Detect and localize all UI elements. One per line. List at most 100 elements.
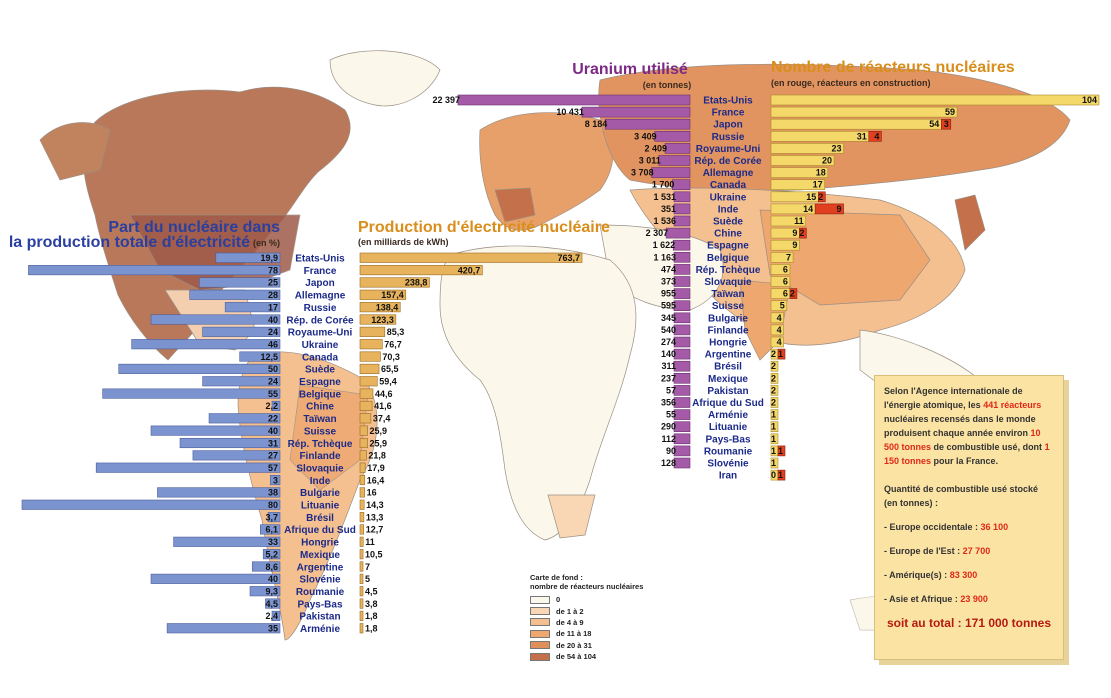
production-value: 7 bbox=[365, 562, 370, 572]
reactor-bar bbox=[770, 252, 794, 263]
share-bar bbox=[173, 536, 281, 547]
country-label: Slovénie bbox=[299, 575, 341, 586]
reactors-subtitle: (en rouge, réacteurs en construction) bbox=[771, 78, 931, 88]
uranium-bar bbox=[673, 348, 691, 360]
country-label: Suisse bbox=[712, 301, 745, 312]
stock-asia-africa-label: - Asie et Afrique : bbox=[884, 594, 958, 604]
reactor-value: 9 bbox=[792, 240, 797, 250]
uranium-value: 356 bbox=[661, 398, 676, 408]
share-bar bbox=[239, 351, 281, 362]
uranium-bar bbox=[673, 276, 691, 287]
uranium-bar bbox=[673, 445, 691, 457]
uranium-value: 290 bbox=[661, 422, 676, 432]
share-value: 19,9 bbox=[260, 253, 278, 263]
uranium-value: 540 bbox=[661, 325, 676, 335]
production-value: 21,8 bbox=[368, 451, 386, 461]
production-bar bbox=[359, 598, 364, 609]
production-value: 17,9 bbox=[367, 463, 385, 473]
country-label: Rép. de Corée bbox=[286, 315, 354, 326]
uranium-value: 8 184 bbox=[585, 119, 608, 129]
uranium-value: 55 bbox=[666, 410, 676, 420]
share-value: 25 bbox=[268, 278, 278, 288]
info-fuel-total: 10 500 tonnes bbox=[884, 428, 1041, 452]
share-value: 24 bbox=[268, 377, 278, 387]
country-label: Pakistan bbox=[299, 612, 340, 623]
production-bar bbox=[359, 252, 583, 263]
reactor-value: 1 bbox=[771, 458, 776, 468]
share-value: 50 bbox=[268, 364, 278, 374]
legend-label: 0 bbox=[556, 595, 561, 605]
uranium-bar bbox=[673, 433, 691, 445]
legend-swatch bbox=[530, 641, 550, 650]
country-label: Suisse bbox=[304, 426, 337, 437]
country-label: Allemagne bbox=[703, 168, 754, 179]
uranium-bar bbox=[673, 324, 691, 336]
construction-value: 1 bbox=[778, 349, 783, 359]
uranium-bar bbox=[673, 215, 691, 227]
production-value: 14,3 bbox=[366, 500, 384, 510]
uranium-subtitle: (en tonnes) bbox=[643, 80, 692, 90]
country-label: Etats-Unis bbox=[703, 96, 753, 107]
share-bar bbox=[265, 598, 281, 609]
share-value: 12,5 bbox=[260, 352, 278, 362]
uranium-value: 345 bbox=[661, 313, 676, 323]
reactor-value: 7 bbox=[786, 252, 791, 262]
stock-americas: - Amérique(s) : 83 300 bbox=[884, 568, 1054, 582]
legend-item: de 1 à 2 bbox=[530, 605, 660, 616]
share-bar bbox=[150, 425, 281, 436]
production-value: 13,3 bbox=[366, 512, 384, 522]
production-value: 65,5 bbox=[381, 364, 399, 374]
production-value: 3,8 bbox=[365, 599, 378, 609]
stock-europe-west-value: 36 100 bbox=[980, 522, 1009, 532]
share-bar bbox=[28, 265, 281, 276]
country-label: Roumanie bbox=[296, 587, 345, 598]
reactor-bar bbox=[770, 215, 806, 227]
share-bar bbox=[267, 512, 281, 523]
country-label: Canada bbox=[710, 180, 747, 191]
production-value: 44,6 bbox=[375, 389, 393, 399]
country-label: Arménie bbox=[708, 410, 748, 421]
country-label: Hongrie bbox=[709, 338, 747, 349]
legend-label: de 1 à 2 bbox=[556, 606, 584, 616]
legend-label: de 11 à 18 bbox=[556, 629, 592, 639]
production-value: 1,8 bbox=[365, 611, 378, 621]
production-value: 157,4 bbox=[381, 290, 404, 300]
country-label: Taïwan bbox=[303, 414, 336, 425]
reactor-value: 1 bbox=[771, 434, 776, 444]
construction-value: 2 bbox=[799, 228, 804, 238]
country-label: Roumanie bbox=[704, 446, 753, 457]
uranium-value: 373 bbox=[661, 277, 676, 287]
reactor-bar bbox=[770, 155, 835, 166]
country-label: Belgique bbox=[707, 253, 750, 264]
info-text-1: Selon l'Agence internationale de l'énerg… bbox=[884, 386, 1023, 410]
country-label: Bulgarie bbox=[708, 313, 748, 324]
stock-title: Quantité de combustible usé stocké (en t… bbox=[884, 484, 1039, 508]
uranium-bar bbox=[673, 300, 691, 312]
uranium-bar bbox=[665, 227, 691, 239]
production-bar bbox=[359, 437, 368, 449]
share-value: 4,5 bbox=[265, 599, 278, 609]
share-value: 28 bbox=[268, 290, 278, 300]
production-bar bbox=[359, 400, 373, 412]
reactor-bar bbox=[770, 372, 779, 384]
uranium-bar bbox=[673, 457, 691, 469]
share-chart: 19,9 Etats-Unis 78 France 25 Japon 28 Allemagne… bbox=[21, 252, 356, 635]
reactor-value: 6 bbox=[783, 277, 788, 287]
uranium-bar bbox=[673, 409, 691, 420]
map-alaska bbox=[39, 122, 111, 181]
country-label: Royaume-Uni bbox=[696, 144, 761, 155]
share-value: 78 bbox=[268, 265, 278, 275]
reactor-bar bbox=[770, 300, 788, 312]
share-bar bbox=[131, 339, 281, 350]
reactor-bar bbox=[770, 239, 800, 251]
share-bar bbox=[157, 487, 281, 498]
production-value: 25,9 bbox=[370, 438, 388, 448]
country-label: Allemagne bbox=[295, 291, 346, 302]
construction-bar bbox=[818, 191, 826, 203]
share-value: 8,6 bbox=[265, 562, 278, 572]
reactor-bar bbox=[770, 94, 1100, 106]
country-label: Lituanie bbox=[301, 501, 340, 512]
share-value: 3 bbox=[273, 475, 278, 485]
share-bar bbox=[271, 400, 281, 412]
